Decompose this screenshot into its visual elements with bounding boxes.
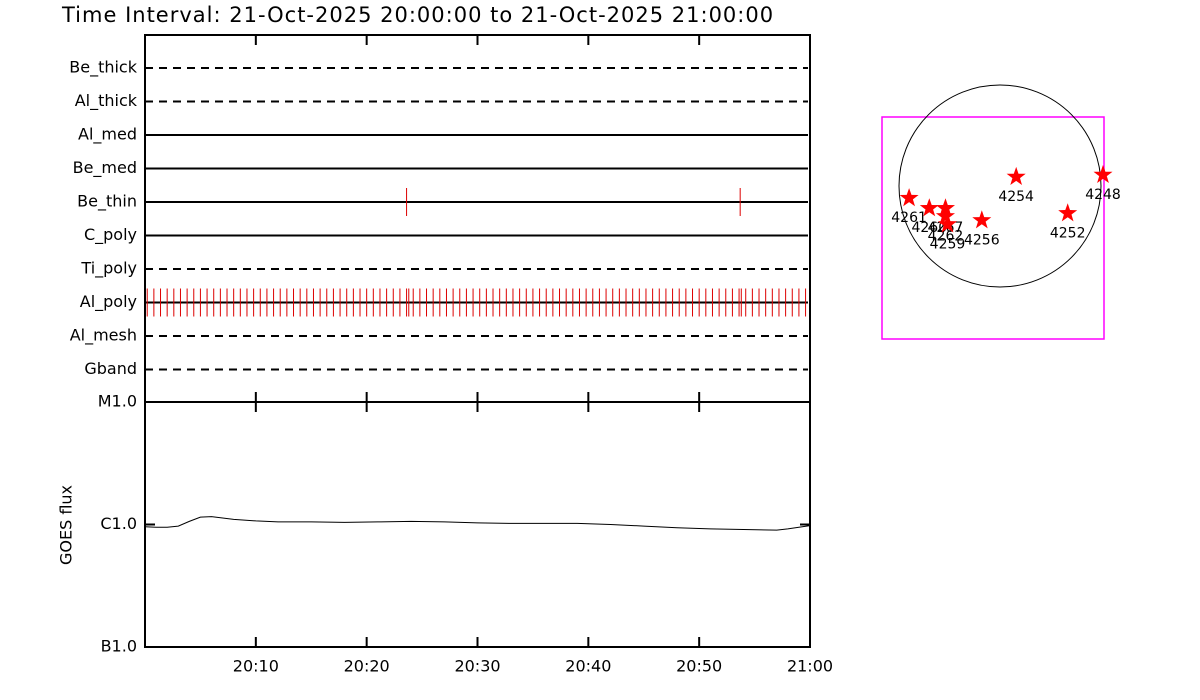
region-label: 4248 — [1085, 187, 1121, 203]
filter-label: Al_med — [78, 125, 137, 145]
active-region — [1058, 203, 1078, 222]
filter-label: Gband — [84, 359, 137, 378]
active-region — [919, 198, 939, 217]
active-region — [1093, 164, 1113, 183]
goes-curve — [144, 516, 811, 531]
goes-panel — [144, 401, 811, 648]
filter-label: Ti_poly — [80, 259, 137, 279]
solar-disk — [898, 84, 1102, 288]
region-label: 4262 — [928, 228, 964, 244]
filter-label: Be_med — [73, 158, 137, 178]
x-tick-label: 20:50 — [676, 657, 722, 676]
y-tick-label: C1.0 — [100, 514, 137, 533]
region-label: 4256 — [964, 232, 1000, 248]
x-tick-label: 20:30 — [454, 657, 500, 676]
x-tick-label: 20:10 — [233, 657, 279, 676]
filter-label: Al_poly — [80, 292, 137, 312]
title: Time Interval: 21-Oct-2025 20:00:00 to 2… — [61, 3, 774, 27]
active-region — [1006, 166, 1026, 185]
region-label: 4260 — [911, 220, 947, 236]
filter-label: Al_thick — [75, 91, 138, 111]
y-tick-label: B1.0 — [101, 637, 137, 656]
filter-label: C_poly — [84, 225, 137, 245]
y-tick-label: M1.0 — [98, 392, 137, 411]
y-axis-label: GOES flux — [57, 485, 76, 565]
region-label: 4259 — [930, 236, 966, 252]
filter-label: Al_mesh — [70, 326, 137, 346]
region-label: 4252 — [1050, 225, 1086, 241]
region-label: 4254 — [998, 189, 1034, 205]
x-tick-label: 21:00 — [787, 657, 833, 676]
filter-label: Be_thin — [77, 192, 137, 212]
x-tick-label: 20:20 — [344, 657, 390, 676]
active-region — [899, 188, 919, 207]
x-tick-label: 20:40 — [565, 657, 611, 676]
filter-label: Be_thick — [69, 58, 137, 78]
filter-panel — [144, 34, 811, 403]
active-region — [935, 206, 955, 225]
active-region — [972, 210, 992, 229]
region-label: 4261 — [891, 210, 927, 226]
active-region — [938, 214, 957, 233]
fov-box — [881, 116, 1105, 340]
